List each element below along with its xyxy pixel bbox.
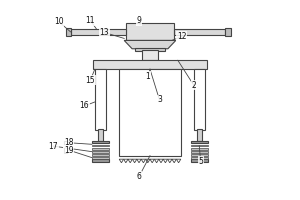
Polygon shape: [168, 159, 172, 163]
Text: 1: 1: [146, 72, 150, 81]
Text: 16: 16: [80, 101, 89, 110]
Polygon shape: [124, 159, 128, 163]
Bar: [92, 157, 109, 159]
Text: 12: 12: [177, 32, 187, 41]
Bar: [93, 60, 207, 69]
Bar: [98, 129, 103, 141]
Polygon shape: [141, 159, 146, 163]
Text: 9: 9: [136, 16, 142, 25]
Bar: [119, 69, 181, 156]
Bar: [225, 28, 231, 36]
Text: 19: 19: [64, 146, 74, 155]
Text: 10: 10: [54, 17, 64, 26]
Polygon shape: [132, 159, 137, 163]
Bar: [191, 148, 208, 150]
Bar: [95, 69, 106, 130]
Bar: [66, 28, 71, 36]
Text: 6: 6: [136, 172, 142, 181]
Bar: [126, 23, 174, 40]
Bar: [191, 157, 208, 159]
Polygon shape: [124, 40, 176, 49]
Polygon shape: [137, 159, 141, 163]
Bar: [135, 48, 165, 51]
Bar: [191, 151, 208, 153]
Bar: [197, 129, 202, 141]
Bar: [92, 141, 109, 143]
Polygon shape: [146, 159, 150, 163]
Bar: [191, 145, 208, 146]
Polygon shape: [172, 159, 176, 163]
Text: 13: 13: [100, 28, 109, 37]
Bar: [92, 148, 109, 150]
Polygon shape: [154, 159, 159, 163]
Text: 3: 3: [157, 95, 162, 104]
Bar: [92, 159, 109, 162]
Text: 17: 17: [48, 142, 58, 151]
Bar: [191, 154, 208, 156]
Polygon shape: [128, 159, 132, 163]
Bar: [70, 29, 126, 35]
Text: 15: 15: [85, 76, 95, 85]
Bar: [92, 154, 109, 156]
Text: 5: 5: [198, 157, 203, 166]
Text: 11: 11: [86, 16, 95, 25]
Bar: [174, 29, 226, 35]
Bar: [191, 141, 208, 143]
Text: 2: 2: [191, 81, 196, 90]
Text: 18: 18: [64, 138, 73, 147]
Polygon shape: [176, 159, 181, 163]
Bar: [142, 50, 158, 60]
Bar: [92, 145, 109, 146]
Polygon shape: [150, 159, 154, 163]
Bar: [92, 151, 109, 153]
Polygon shape: [119, 159, 124, 163]
Polygon shape: [159, 159, 163, 163]
Polygon shape: [163, 159, 168, 163]
Bar: [191, 159, 208, 162]
Bar: [194, 69, 205, 130]
